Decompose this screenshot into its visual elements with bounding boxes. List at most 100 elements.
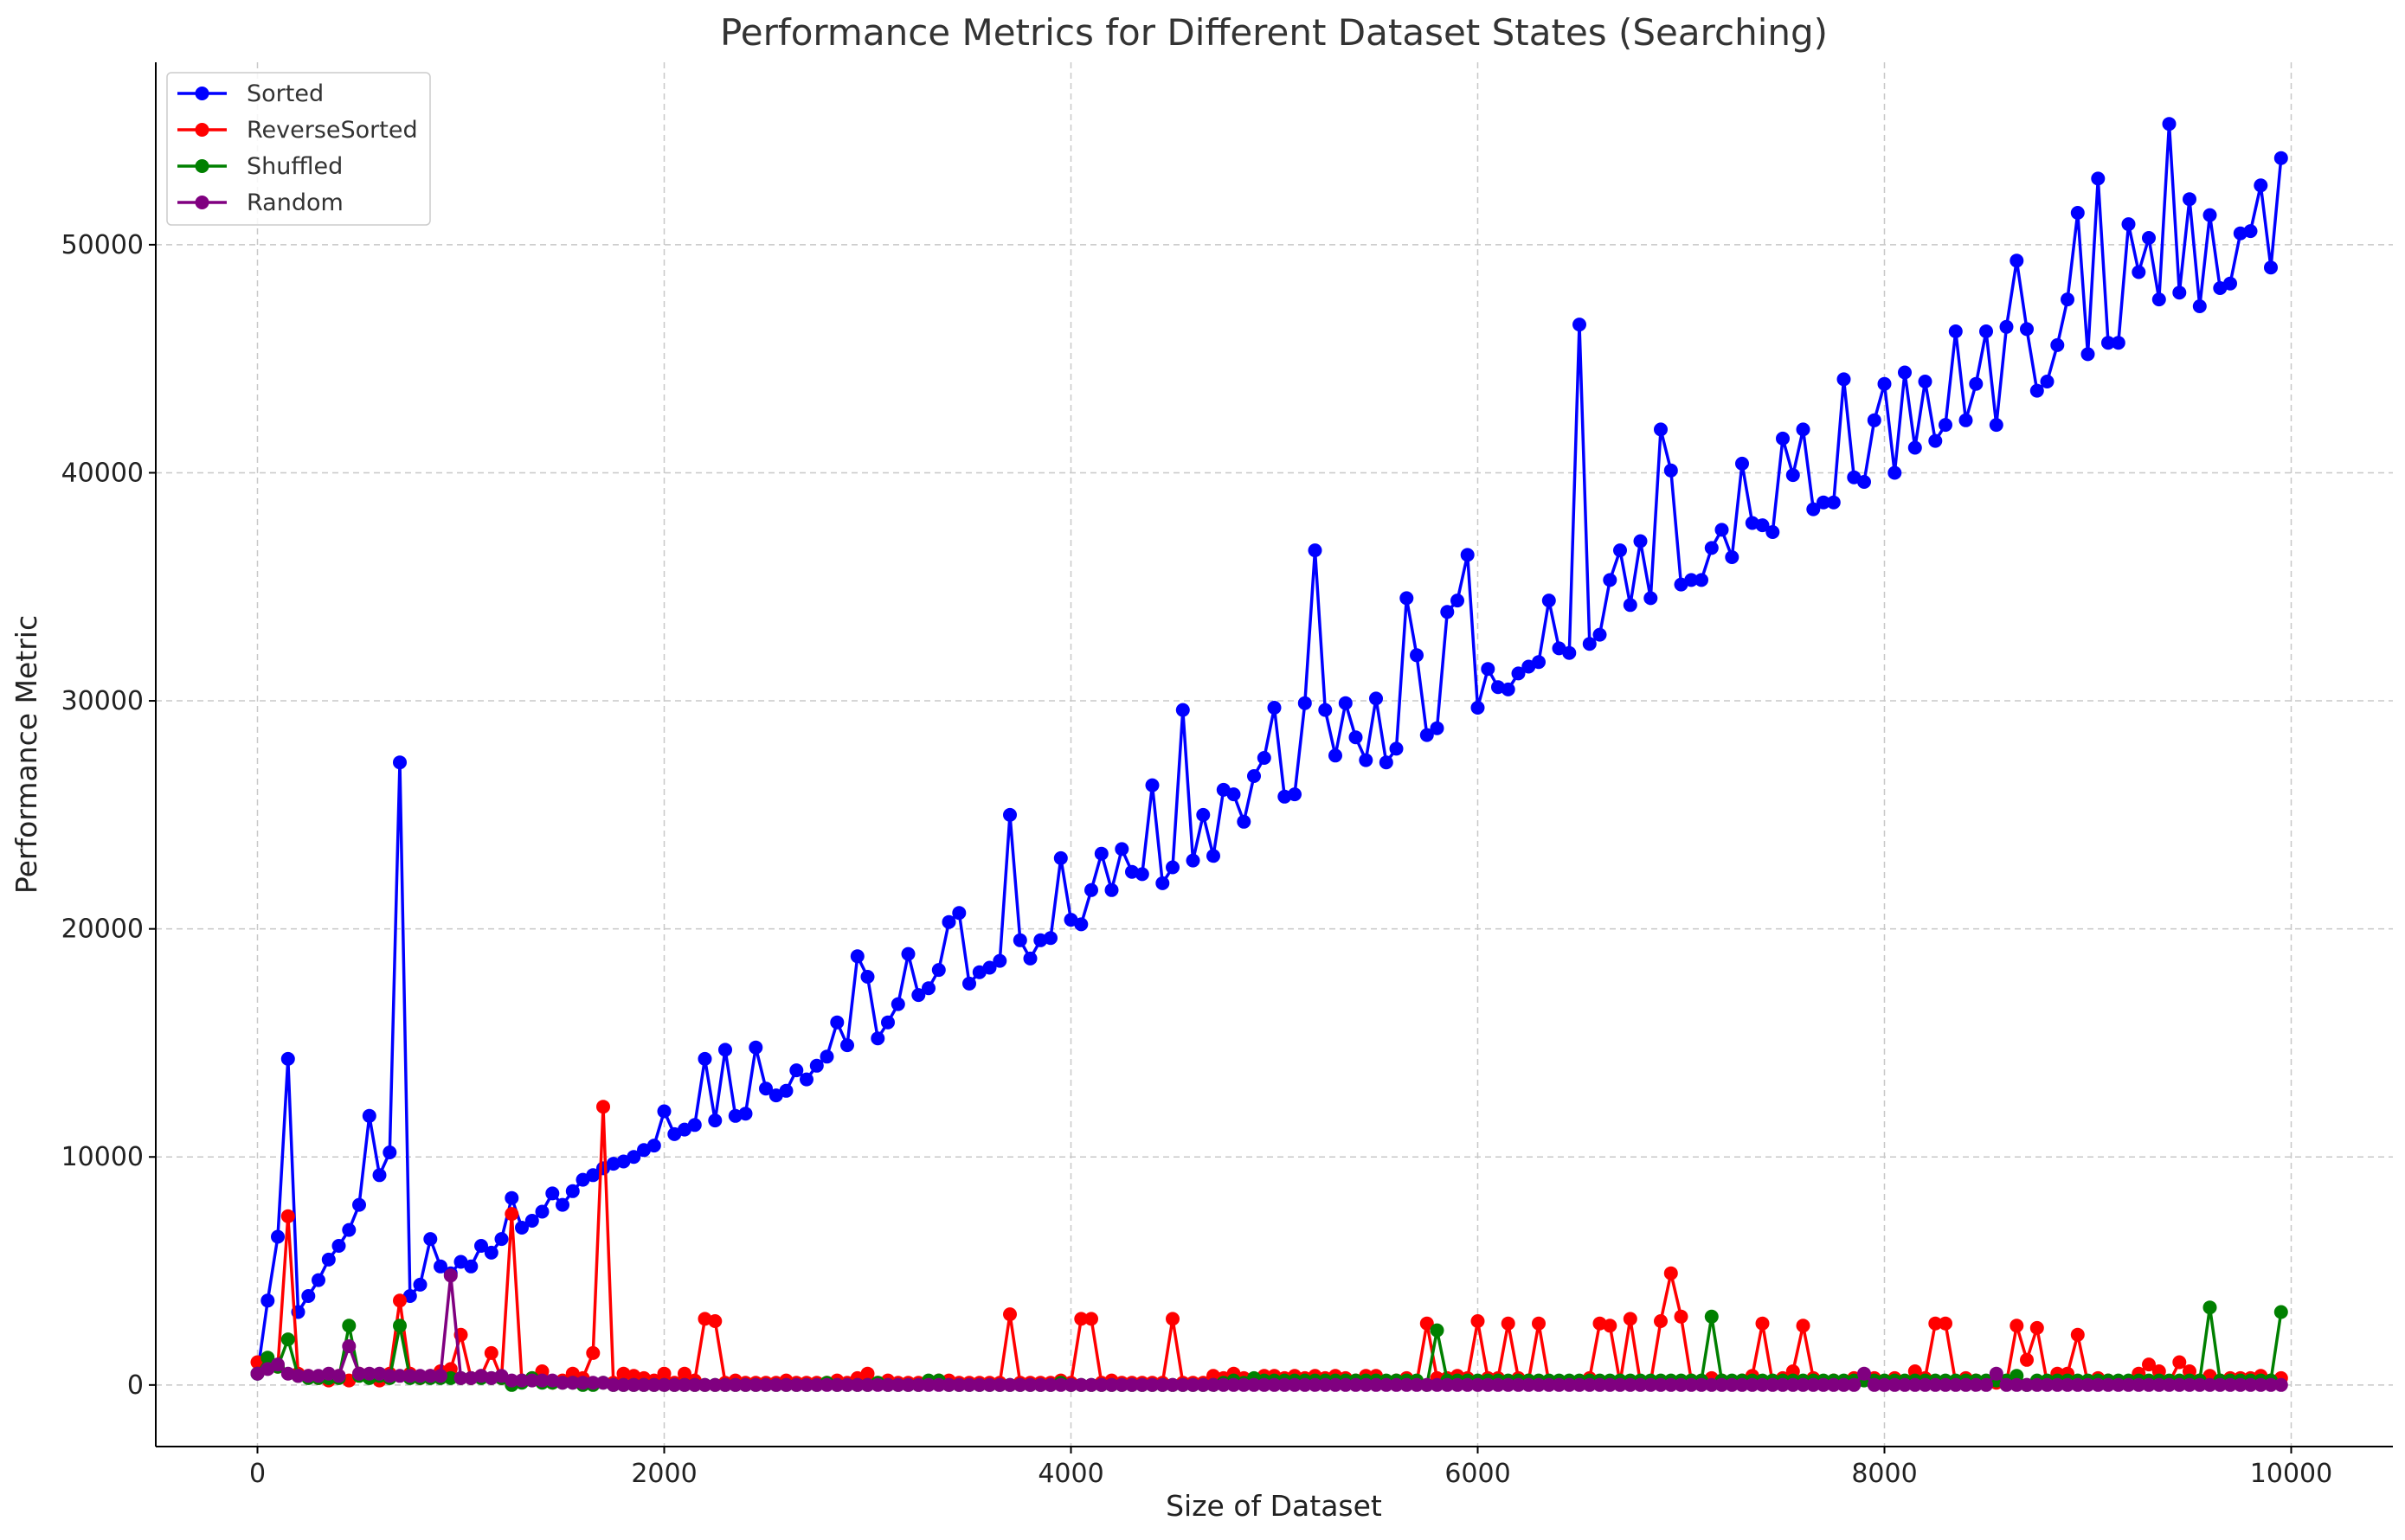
data-point-reverse-sorted: [657, 1366, 672, 1381]
data-point-sorted: [393, 755, 407, 770]
data-point-random: [779, 1377, 794, 1392]
data-point-random: [1257, 1377, 1271, 1392]
data-point-sorted: [1603, 573, 1617, 587]
data-point-sorted: [515, 1221, 529, 1235]
data-point-sorted: [1013, 933, 1027, 947]
data-point-sorted: [1725, 550, 1739, 564]
data-point-random: [646, 1377, 661, 1392]
data-point-sorted: [1592, 627, 1607, 642]
data-point-sorted: [657, 1104, 672, 1119]
data-point-random: [1907, 1377, 1922, 1392]
data-point-random: [1369, 1377, 1383, 1392]
data-point-random: [1115, 1377, 1129, 1392]
data-point-random: [2243, 1377, 2258, 1392]
data-point-random: [1216, 1377, 1231, 1392]
data-point-sorted: [627, 1150, 641, 1165]
data-point-random: [616, 1377, 631, 1392]
data-point-random: [871, 1377, 885, 1392]
data-point-random: [687, 1377, 702, 1392]
data-point-random: [1541, 1377, 1556, 1392]
data-point-sorted: [1084, 882, 1098, 897]
data-point-random: [1094, 1377, 1109, 1392]
data-point-random: [556, 1376, 569, 1390]
data-point-sorted: [708, 1113, 723, 1128]
data-point-reverse-sorted: [1532, 1316, 1546, 1331]
data-point-random: [830, 1377, 845, 1392]
data-point-sorted: [922, 981, 936, 996]
data-point-sorted: [1623, 598, 1637, 613]
data-point-sorted: [1654, 422, 1668, 437]
data-point-random: [1654, 1377, 1668, 1392]
data-point-random: [1806, 1377, 1821, 1392]
data-point-sorted: [1023, 951, 1038, 966]
data-point-random: [423, 1369, 438, 1383]
data-point-random: [2132, 1377, 2146, 1392]
data-point-random: [1847, 1377, 1862, 1392]
data-point-sorted: [646, 1139, 661, 1153]
data-point-sorted: [901, 946, 916, 961]
data-point-shuffled: [2273, 1305, 2288, 1319]
data-point-sorted: [372, 1168, 387, 1183]
data-point-sorted: [383, 1145, 397, 1159]
data-point-sorted: [1328, 748, 1342, 763]
data-point-random: [2172, 1377, 2187, 1392]
data-point-sorted: [2183, 192, 2196, 207]
data-point-random: [1247, 1377, 1261, 1392]
data-point-reverse-sorted: [1074, 1312, 1089, 1326]
data-point-shuffled: [342, 1319, 357, 1333]
data-point-sorted: [1776, 431, 1790, 446]
data-point-sorted: [1765, 525, 1780, 539]
data-point-sorted: [1755, 518, 1770, 533]
data-point-random: [2223, 1377, 2237, 1392]
data-point-sorted: [1257, 751, 1271, 765]
data-point-sorted: [779, 1083, 794, 1098]
data-point-random: [1125, 1377, 1139, 1392]
data-point-sorted: [1237, 814, 1251, 829]
data-point-random: [1470, 1377, 1485, 1392]
data-point-sorted: [1948, 324, 1963, 338]
data-point-random: [1267, 1377, 1282, 1392]
legend-item-random: Random: [177, 189, 344, 216]
data-point-random: [860, 1377, 875, 1392]
data-point-sorted: [2111, 336, 2125, 350]
data-point-random: [1104, 1377, 1119, 1392]
data-point-random: [1226, 1377, 1241, 1392]
data-point-random: [1796, 1377, 1810, 1392]
data-point-sorted: [1501, 682, 1515, 696]
data-point-random: [738, 1377, 753, 1392]
data-point-reverse-sorted: [1623, 1312, 1637, 1326]
data-point-reverse-sorted: [1084, 1312, 1098, 1326]
data-point-random: [1389, 1377, 1404, 1392]
data-point-reverse-sorted: [1674, 1309, 1688, 1324]
data-point-sorted: [871, 1031, 885, 1046]
data-point-reverse-sorted: [708, 1314, 723, 1328]
data-point-reverse-sorted: [596, 1100, 610, 1114]
x-tick-label: 0: [249, 1459, 266, 1489]
data-point-random: [1359, 1377, 1373, 1392]
data-point-shuffled: [1430, 1323, 1444, 1338]
data-point-random: [891, 1377, 905, 1392]
legend-label: Shuffled: [247, 153, 343, 180]
data-point-sorted: [260, 1293, 275, 1308]
data-point-random: [393, 1369, 407, 1383]
data-point-random: [291, 1369, 305, 1383]
data-point-sorted: [2029, 383, 2044, 398]
data-point-random: [1308, 1377, 1322, 1392]
data-point-random: [2080, 1377, 2095, 1392]
data-point-random: [1928, 1377, 1943, 1392]
data-point-sorted: [1867, 413, 1881, 427]
data-point-sorted: [962, 976, 976, 991]
data-point-random: [931, 1377, 946, 1392]
data-point-reverse-sorted: [1419, 1316, 1434, 1331]
y-tick-label: 40000: [61, 458, 144, 488]
data-point-reverse-sorted: [1755, 1316, 1770, 1331]
data-point-random: [413, 1369, 428, 1383]
data-point-random: [840, 1377, 854, 1392]
data-point-sorted: [1857, 475, 1871, 489]
data-point-random: [2070, 1377, 2085, 1392]
data-point-sorted: [1094, 846, 1109, 861]
data-point-random: [1206, 1377, 1220, 1392]
data-point-random: [2121, 1377, 2136, 1392]
data-point-random: [2202, 1377, 2217, 1392]
